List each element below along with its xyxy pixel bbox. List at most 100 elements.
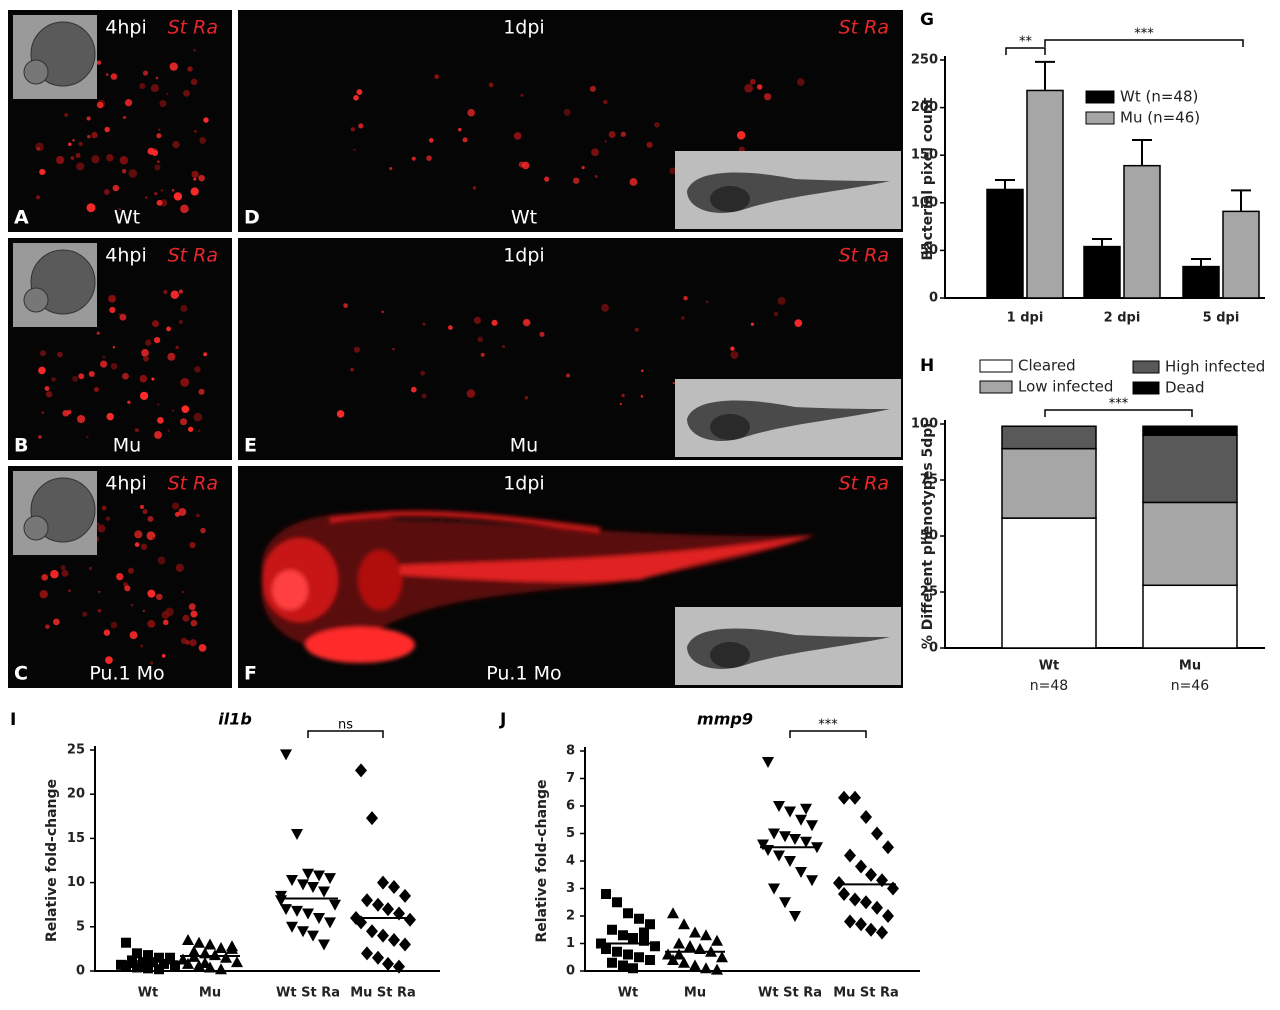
bacteria-spot <box>198 174 205 182</box>
bacteria-spot <box>139 374 148 383</box>
axes <box>94 746 440 972</box>
bacteria-spot <box>563 108 571 116</box>
bacteria-spot <box>581 166 585 170</box>
data-point <box>871 826 883 841</box>
data-point <box>711 963 723 975</box>
bacteria-spot <box>524 396 529 400</box>
data-point <box>838 790 850 805</box>
bacteria-spot <box>50 569 59 579</box>
bacteria-spot <box>121 168 127 174</box>
bacteria-spot <box>134 428 139 433</box>
y-tick-label: 50 <box>920 243 938 258</box>
y-tick-label: 100 <box>911 417 938 432</box>
bar-segment <box>1142 501 1238 587</box>
y-axis-label: Bacterial pixel count <box>920 97 936 260</box>
data-point <box>170 960 180 971</box>
bacteria-spot <box>161 654 166 658</box>
bacteria-spot <box>152 320 160 328</box>
bacteria-spot <box>163 290 168 295</box>
x-tick-label: Wt St Ra <box>758 986 822 1001</box>
data-point <box>833 876 845 890</box>
bacteria-spot <box>119 313 127 321</box>
data-point <box>623 908 633 919</box>
data-point <box>159 958 169 969</box>
bacteria-spot <box>521 161 530 170</box>
embryo-inset <box>23 287 49 313</box>
bacteria-spot <box>705 300 709 304</box>
bar <box>1222 210 1260 299</box>
data-point <box>673 937 685 949</box>
data-point <box>800 803 812 815</box>
bacteria-spot <box>203 117 209 123</box>
y-tick-label: 5 <box>566 826 575 841</box>
time-label: 4hpi <box>105 245 146 267</box>
bacteria-spot <box>182 614 190 622</box>
bacteria-spot <box>75 153 81 159</box>
bacteria-spot <box>157 403 160 406</box>
bacteria-spot <box>198 643 207 652</box>
bacteria-spot <box>124 99 133 107</box>
y-tick-label: 0 <box>929 641 938 656</box>
data-point <box>806 820 818 832</box>
bacteria-spot <box>634 327 639 332</box>
bacteria-spot <box>154 430 163 439</box>
data-point <box>838 887 850 901</box>
bacteria-spot <box>621 393 625 398</box>
larva-yolk <box>710 414 750 440</box>
bacteria-spot <box>147 147 155 155</box>
strain-label: St Ra <box>839 473 889 495</box>
data-point <box>806 875 818 887</box>
panel-letter: G <box>920 10 934 30</box>
data-point <box>607 957 617 968</box>
bacteria-spot <box>190 610 198 618</box>
bacteria-spot <box>794 319 803 328</box>
bacteria-spot <box>118 207 121 211</box>
bacteria-spot <box>544 176 550 182</box>
bacteria-spot <box>158 128 161 131</box>
data-point <box>361 946 373 961</box>
chart-title: il1b <box>218 710 252 729</box>
data-point <box>215 963 227 975</box>
data-point <box>618 930 628 941</box>
data-point <box>377 875 389 890</box>
bacteria-spot <box>106 412 115 421</box>
data-point <box>882 909 894 923</box>
bacteria-spot <box>603 99 608 105</box>
bacteria-spot <box>428 138 434 143</box>
significance-label: *** <box>1109 397 1129 412</box>
genotype-label: Pu.1 Mo <box>89 663 164 685</box>
bacteria-spot <box>154 192 158 196</box>
bacteria-spot <box>119 155 129 165</box>
data-point <box>844 914 856 929</box>
bacteria-spot <box>178 319 183 324</box>
data-point <box>849 892 861 907</box>
fluorescent-larva <box>262 510 815 663</box>
data-point <box>607 924 617 935</box>
bacteria-spot <box>189 639 197 647</box>
strain-label: St Ra <box>168 17 218 39</box>
data-point <box>329 899 341 911</box>
data-point <box>779 831 791 843</box>
significance-label: ns <box>338 718 353 733</box>
bacteria-spot <box>172 141 180 149</box>
data-point <box>193 936 205 948</box>
significance-bracket <box>789 730 867 738</box>
bacteria-spot <box>88 371 95 378</box>
bacteria-spot <box>128 169 138 178</box>
bacteria-spot <box>151 377 155 381</box>
bacteria-spot <box>183 89 190 97</box>
bacteria-spot <box>589 85 596 92</box>
bacteria-spot <box>473 316 481 324</box>
larva-yolk <box>710 642 750 668</box>
time-label: 1dpi <box>503 17 545 39</box>
data-point <box>297 926 309 938</box>
y-tick-label: 5 <box>76 919 85 934</box>
bacteria-spot <box>110 73 118 80</box>
bacteria-spot <box>188 603 196 611</box>
data-point <box>324 873 336 885</box>
y-tick-label: 150 <box>911 148 938 163</box>
data-point <box>639 935 649 946</box>
bacteria-spot <box>86 116 91 121</box>
bacteria-spot <box>106 154 114 162</box>
data-point <box>280 749 292 761</box>
